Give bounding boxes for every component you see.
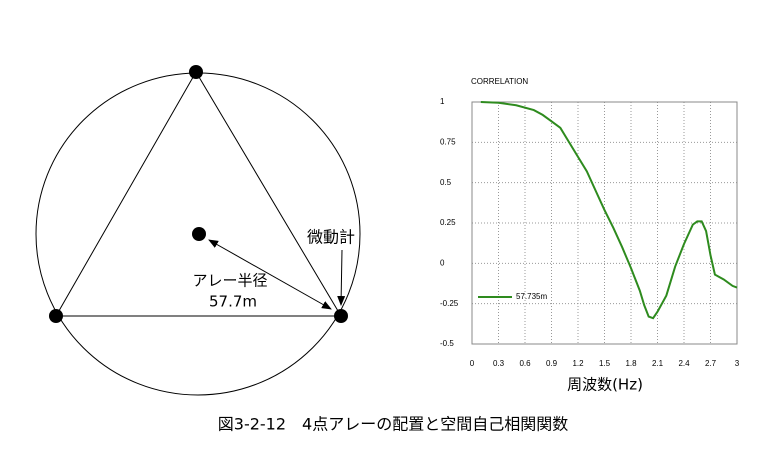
sensor: [192, 227, 206, 241]
x-tick-label: 0.9: [546, 359, 558, 368]
x-tick-label: 1.8: [625, 359, 637, 368]
x-tick-label: 2.7: [705, 359, 717, 368]
chart: -0.5 -0.25 0 0.25 0.5 0.75 1 0 0.3 0.6 0.9 1.2 1.5 1.…: [440, 97, 740, 368]
legend-label: 57.735m: [516, 292, 547, 301]
chart-title: CORRELATION: [471, 77, 528, 86]
radius-label: アレー半径: [192, 272, 267, 290]
y-tick-label: -0.5: [440, 339, 454, 348]
y-tick-label: 0: [440, 258, 445, 267]
sensor: [334, 309, 348, 323]
sensor: [189, 65, 203, 79]
x-axis-label: 周波数(Hz): [567, 376, 643, 394]
y-tick-label: -0.25: [440, 299, 459, 308]
array-diagram: 微動計 アレー半径 57.7m: [35, 65, 361, 396]
radius-value: 57.7m: [209, 293, 257, 311]
x-tick-label: 1.2: [572, 359, 584, 368]
radius-arrow: [208, 239, 332, 310]
line-series: [480, 101, 738, 320]
plot-frame: [471, 101, 738, 345]
y-tick-label: 0.5: [440, 178, 452, 187]
x-tick-label: 0: [470, 359, 475, 368]
x-tick-label: 0.6: [519, 359, 531, 368]
x-tick-label: 3: [735, 359, 740, 368]
caption: 図3-2-12 4点アレーの配置と空間自己相関関数: [218, 415, 568, 434]
sensor-arrow: [337, 249, 346, 306]
sensor: [49, 309, 63, 323]
x-tick-label: 0.3: [493, 359, 505, 368]
x-tick-label: 1.5: [599, 359, 611, 368]
y-tick-label: 0.75: [440, 137, 456, 146]
array-triangle: [55, 71, 342, 317]
y-tick-label: 0.25: [440, 218, 456, 227]
y-tick-label: 1: [440, 97, 445, 106]
x-tick-label: 2.1: [652, 359, 664, 368]
x-tick-label: 2.4: [678, 359, 690, 368]
sensor-label: 微動計: [307, 228, 355, 247]
